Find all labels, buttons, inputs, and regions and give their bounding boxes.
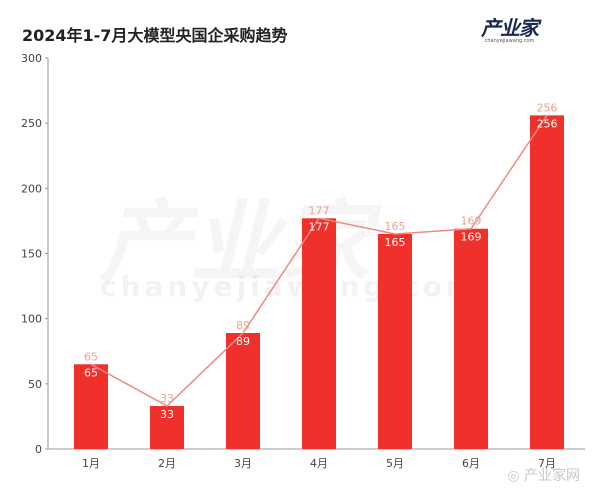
data-label-inside: 89: [236, 335, 250, 348]
data-label-inside: 65: [84, 366, 98, 379]
y-tick-label: 200: [21, 182, 42, 195]
y-tick-label: 100: [21, 313, 42, 326]
data-label-inside: 169: [461, 231, 482, 244]
bar: [74, 364, 108, 449]
source-label: ◎ 产业家网: [507, 468, 580, 484]
x-tick-label: 5月: [386, 457, 404, 470]
x-tick-label: 4月: [310, 457, 328, 470]
chart-title: 2024年1-7月大模型央国企采购趋势: [22, 26, 288, 45]
data-label-inside: 165: [385, 236, 406, 249]
bar: [378, 233, 412, 449]
bar: [302, 218, 336, 449]
data-label-above: 89: [236, 319, 250, 332]
y-tick-label: 0: [35, 443, 42, 456]
weibo-icon: ◎: [507, 468, 524, 484]
x-tick-label: 6月: [462, 457, 480, 470]
data-label-above: 165: [385, 220, 406, 233]
data-label-inside: 256: [537, 117, 558, 130]
watermark-url: chanyejiawang.com: [100, 270, 480, 303]
data-label-above: 169: [461, 215, 482, 228]
data-label-above: 65: [84, 350, 98, 363]
bar: [454, 228, 488, 449]
logo: 产业家 chanyejiawang.com: [481, 16, 539, 44]
data-label-inside: 33: [160, 408, 174, 421]
y-tick-label: 150: [21, 248, 42, 261]
x-tick-label: 1月: [82, 457, 100, 470]
data-label-above: 33: [160, 392, 174, 405]
data-label-above: 256: [537, 101, 558, 114]
bar: [150, 405, 184, 449]
data-label-above: 177: [309, 204, 330, 217]
y-tick-label: 250: [21, 117, 42, 130]
data-label-inside: 177: [309, 220, 330, 233]
y-tick-label: 50: [28, 378, 42, 391]
x-tick-label: 7月: [538, 457, 556, 470]
trend-line: [90, 114, 548, 407]
bar: [530, 115, 564, 449]
x-tick-label: 2月: [158, 457, 176, 470]
bar: [226, 333, 260, 449]
x-tick-label: 3月: [234, 457, 252, 470]
y-tick-label: 300: [21, 52, 42, 65]
